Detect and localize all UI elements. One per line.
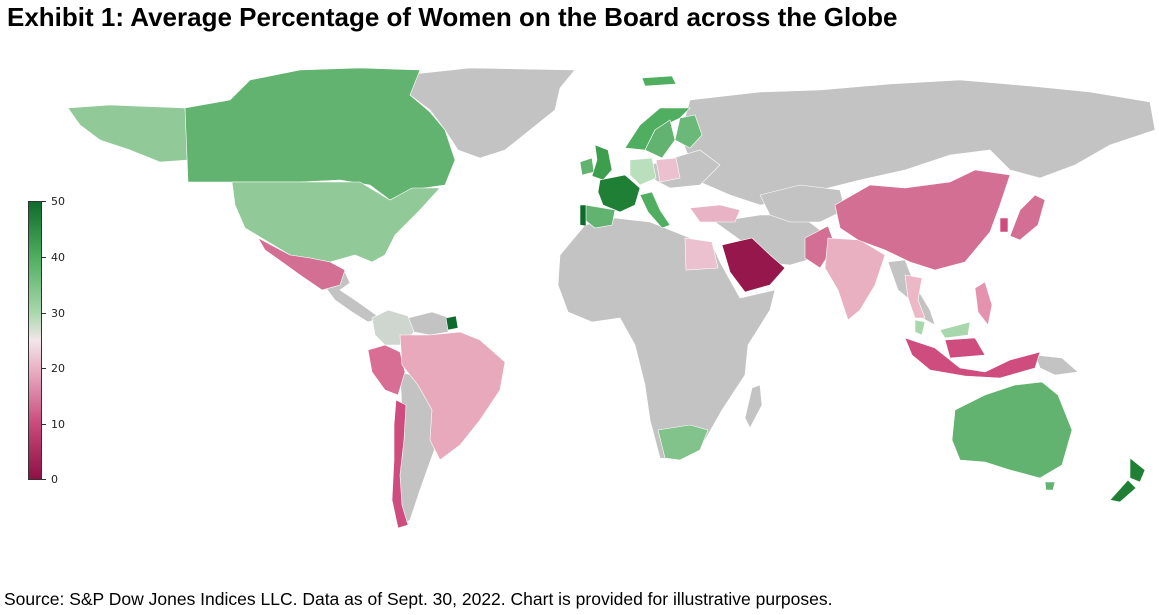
region-alaska	[67, 104, 189, 163]
source-text: S&P Dow Jones Indices LLC. Data as of Se…	[69, 589, 833, 609]
region-uk	[591, 144, 613, 181]
africa-shape	[557, 217, 776, 461]
region-usa	[231, 181, 441, 263]
papua-shape	[1034, 354, 1079, 376]
venezuela-guyana-shape	[407, 311, 451, 336]
colorbar-label-30: 30	[51, 307, 65, 320]
region-india	[824, 237, 886, 321]
source-note: Source: S&P Dow Jones Indices LLC. Data …	[4, 589, 832, 610]
region-south-africa	[657, 424, 709, 461]
region-thailand	[904, 274, 926, 319]
region-japan	[1009, 194, 1046, 241]
region-indonesia	[904, 337, 1041, 379]
source-prefix: Source:	[4, 589, 65, 609]
region-chile	[391, 399, 409, 529]
region-brazil	[399, 331, 506, 461]
colorbar-tick	[42, 368, 46, 369]
colorbar-tick	[42, 479, 46, 480]
colorbar-tick	[42, 257, 46, 258]
region-south-korea	[999, 217, 1009, 233]
region-italy	[639, 191, 671, 229]
region-peru	[367, 344, 406, 396]
region-turkey	[689, 204, 741, 223]
region-sweden	[644, 119, 676, 159]
region-portugal	[579, 204, 587, 227]
colorbar-label-10: 10	[51, 418, 65, 431]
region-poland	[655, 157, 681, 183]
colorbar-label-50: 50	[51, 195, 65, 208]
region-finland	[674, 114, 703, 149]
central-asia-shape	[759, 184, 846, 223]
region-malaysia	[914, 319, 971, 339]
colorbar-tick	[42, 201, 46, 202]
colorbar-tick	[42, 313, 46, 314]
greenland-shape	[404, 67, 576, 159]
region-new-zealand	[1109, 457, 1146, 503]
madagascar-shape	[744, 384, 763, 429]
region-tasmania	[1044, 481, 1056, 491]
region-france	[597, 174, 641, 213]
region-french-guiana	[445, 315, 459, 331]
region-germany	[629, 157, 657, 186]
colorbar-label-40: 40	[51, 251, 65, 264]
region-egypt	[684, 237, 719, 271]
colorbar-label-0: 0	[51, 473, 58, 486]
region-mexico	[257, 237, 346, 291]
region-ireland	[579, 157, 595, 176]
region-china	[834, 169, 1011, 271]
colorbar-label-20: 20	[51, 362, 65, 375]
region-svalbard	[641, 75, 677, 87]
region-philippines	[974, 281, 993, 326]
region-australia	[951, 381, 1073, 479]
region-saudi-arabia	[721, 237, 786, 293]
eurasia-shape	[679, 79, 1156, 206]
colorbar	[28, 201, 42, 480]
chart-title: Exhibit 1: Average Percentage of Women o…	[7, 2, 898, 32]
colorbar-tick	[42, 424, 46, 425]
